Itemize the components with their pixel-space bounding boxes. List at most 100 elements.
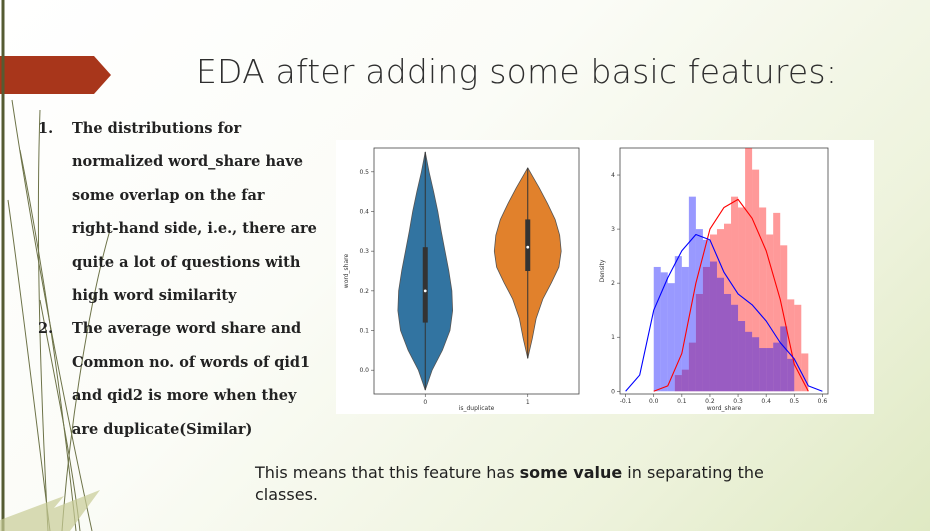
histogram-bar (653, 266, 661, 392)
histogram-bar (731, 196, 739, 392)
bullet-line: The average word share and (72, 320, 302, 338)
histogram-bar (695, 293, 703, 392)
histogram-bar (681, 369, 689, 392)
histogram-bar (674, 256, 682, 392)
y-tick-label: 4 (611, 172, 615, 179)
histogram-bar (724, 223, 732, 392)
x-tick-label: 0 (423, 399, 427, 406)
histogram-bar (787, 358, 795, 392)
bullet-line: high word similarity (72, 287, 237, 305)
x-tick-label: 0.5 (789, 398, 799, 405)
histogram-bar (745, 148, 753, 392)
x-axis-label: is_duplicate (459, 405, 495, 412)
plot-frame (373, 147, 580, 395)
histogram-bar (759, 207, 767, 392)
swoosh-shape (0, 490, 100, 531)
histogram-bar (752, 337, 760, 392)
y-tick-label: 0.0 (359, 367, 369, 374)
kde-line (625, 233, 823, 392)
x-tick-label: 0.1 (677, 398, 687, 405)
histogram-chart: 0 1 2 3 4 -0.1 0.0 0.1 0.2 0.3 0.4 0.5 0.6 word_share… (599, 147, 829, 412)
histogram-bar (716, 277, 724, 392)
y-tick-label: 0 (611, 388, 615, 395)
bullet-line: some overlap on the far (72, 186, 265, 204)
histogram-bar (724, 293, 732, 392)
histogram-bar (731, 304, 739, 392)
histogram-bar (667, 283, 675, 392)
histogram-bar (702, 239, 710, 392)
bullet-item-1: 1. The distributions for normalized word… (38, 112, 338, 312)
histogram-bar (716, 229, 724, 392)
bullet-line: right-hand side, i.e., there are (72, 220, 317, 238)
histogram-bar (787, 299, 795, 392)
histogram-bar (688, 196, 696, 392)
decorative-swoosh-lines (1, 0, 111, 531)
histogram-bar (674, 375, 682, 392)
title-accent-arrow (0, 56, 111, 94)
histogram-bar (794, 304, 802, 392)
y-tick-label: 0.1 (359, 328, 369, 335)
histogram-bar (688, 342, 696, 392)
y-tick-label: 1 (611, 334, 615, 341)
conclusion-after: in separating the classes. (255, 463, 764, 504)
histogram-bar (702, 266, 710, 392)
histogram-bar (780, 245, 788, 392)
histogram-bar (759, 348, 767, 392)
x-tick-label: 0.0 (649, 398, 659, 405)
x-axis-label: word_share (707, 405, 742, 412)
x-tick-label: 0.4 (761, 398, 771, 405)
conclusion-before: This means that this feature has (255, 463, 520, 482)
figure-panel: 0.0 0.1 0.2 0.3 0.4 0.5 0 1 is_duplicate word_sha… (336, 140, 874, 414)
histogram-bar (773, 342, 781, 392)
bullet-line: quite a lot of questions with (72, 253, 301, 271)
histogram-bar (660, 272, 668, 392)
bullet-number: 2. (38, 320, 54, 338)
violin-median-point (526, 245, 530, 249)
violin-iqr-box (422, 247, 428, 323)
histogram-bar (773, 212, 781, 392)
kde-line (653, 198, 809, 392)
conclusion-emphasis: some value (519, 463, 623, 482)
y-tick-label: 3 (611, 226, 615, 233)
bullet-list: 1. The distributions for normalized word… (38, 112, 338, 446)
conclusion-text: This means that this feature has some va… (255, 462, 815, 506)
bullet-line: Common no. of words of qid1 (72, 353, 311, 371)
y-tick-label: 2 (611, 280, 615, 287)
bullet-line: normalized word_share have (72, 153, 304, 171)
x-tick-label: 0.2 (705, 398, 715, 405)
histogram-bar (780, 326, 788, 392)
bullet-line: The distributions for (72, 120, 242, 137)
histogram-bar (801, 353, 809, 392)
histogram-bar (738, 321, 746, 392)
plot-frame (619, 147, 829, 395)
y-tick-label: 0.3 (359, 248, 369, 255)
x-tick-label: 1 (526, 399, 530, 406)
x-tick-label: -0.1 (620, 398, 632, 405)
histogram-bar (766, 234, 774, 392)
y-tick-label: 0.2 (359, 288, 369, 295)
histogram-bar (738, 207, 746, 392)
y-axis-label: word_share (343, 254, 350, 289)
violin-median-point (423, 289, 427, 293)
histogram-bar (709, 261, 717, 392)
x-tick-label: 0.3 (733, 398, 743, 405)
histogram-bar (681, 266, 689, 392)
histogram-bar (766, 348, 774, 392)
bullet-line: and qid2 is more when they (72, 387, 297, 405)
x-tick-label: 0.6 (818, 398, 828, 405)
histogram-bar (709, 234, 717, 392)
y-tick-label: 0.4 (359, 208, 369, 215)
violin-iqr-box (525, 219, 531, 271)
histogram-bar (745, 331, 753, 392)
y-axis-label: Density (599, 259, 606, 282)
bullet-item-2: 2. The average word share and Common no.… (38, 312, 338, 446)
slide-title: EDA after adding some basic features: (196, 52, 838, 91)
bullet-line: are duplicate(Similar) (72, 420, 253, 438)
violin-chart: 0.0 0.1 0.2 0.3 0.4 0.5 0 1 is_duplicate word_sha… (343, 147, 580, 412)
histogram-bar (752, 169, 760, 392)
histogram-bar (695, 229, 703, 392)
y-tick-label: 0.5 (359, 169, 369, 176)
bullet-number: 1. (38, 120, 54, 137)
